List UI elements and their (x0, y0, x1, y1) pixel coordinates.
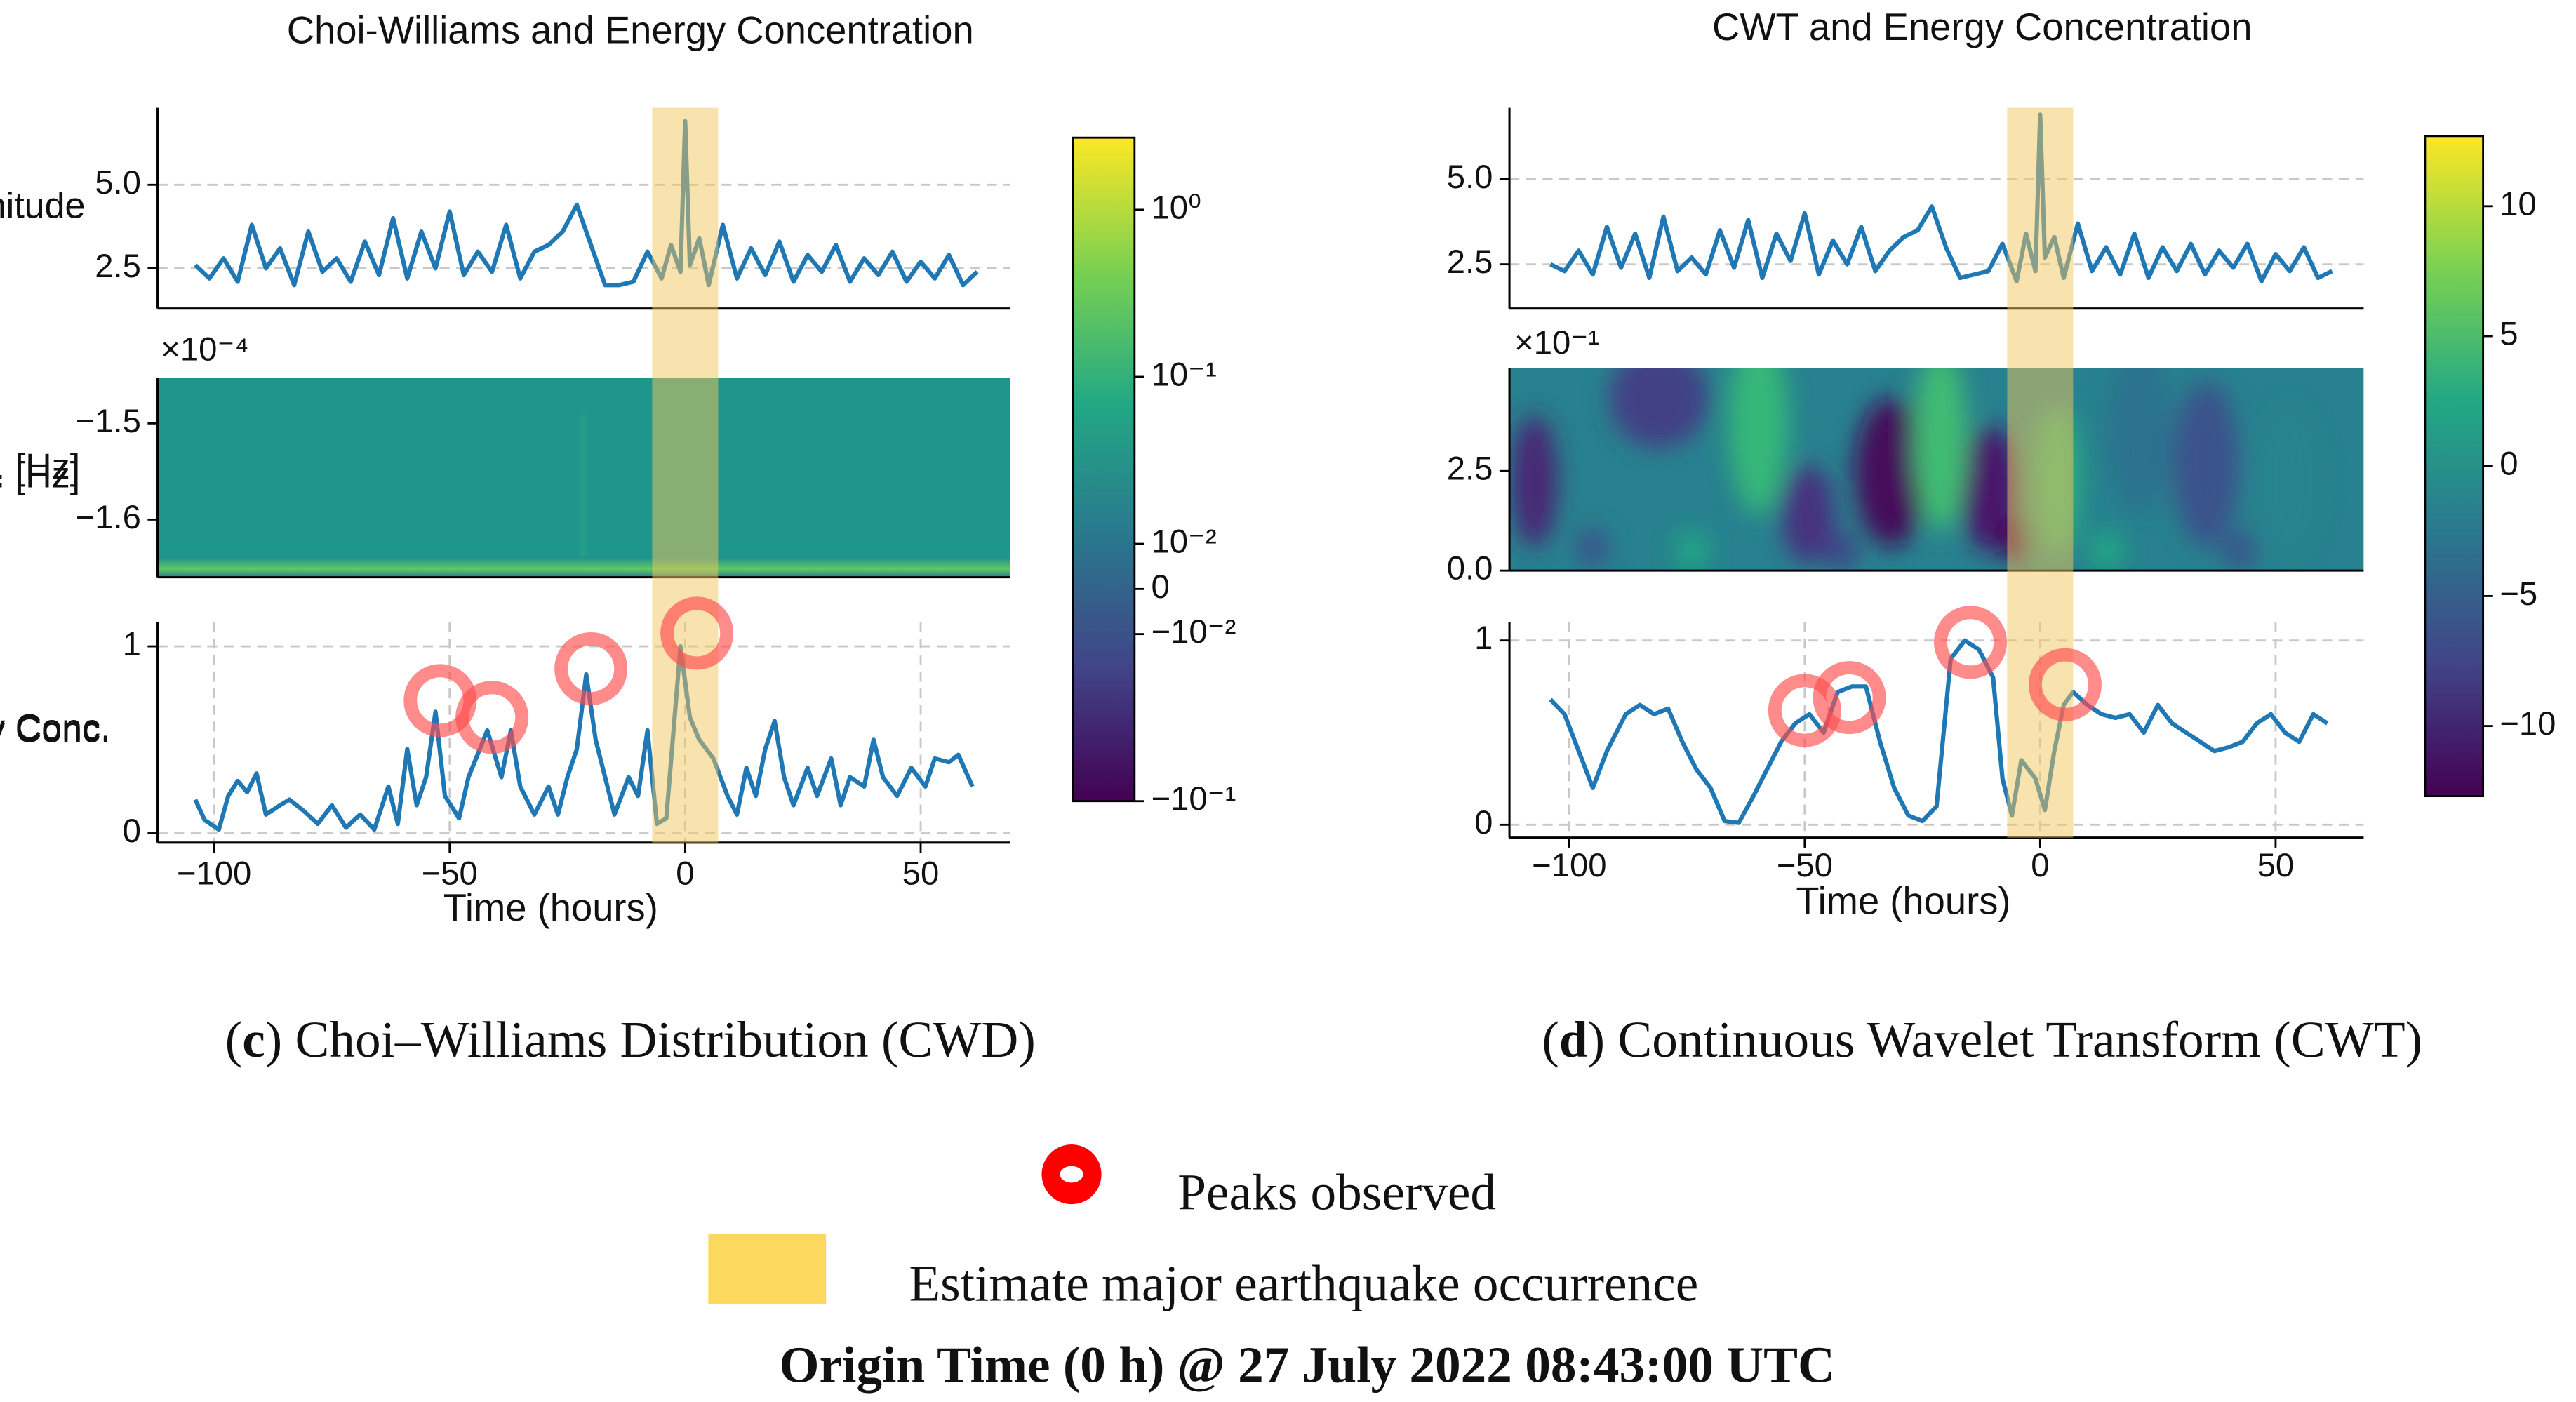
panel-caption: (d) Continuous Wavelet Transform (CWT) (1542, 1011, 2422, 1068)
offset-label: ×10⁻¹ (1514, 324, 1599, 361)
y-tick-label: 5.0 (1447, 159, 1493, 196)
x-axis-label: Time (hours) (1796, 880, 2010, 923)
x-tick-label: −50 (1777, 847, 1833, 884)
caption-part: c (242, 1011, 265, 1068)
event-band (2007, 107, 2074, 838)
footer: Origin Time (0 h) @ 27 July 2022 08:43:0… (780, 1336, 1835, 1393)
y-axis-label: Freq. [Hz] (0, 455, 80, 496)
legend-label: Estimate major earthquake occurrence (909, 1255, 1698, 1311)
event-band (652, 107, 719, 843)
peak-marker (1768, 674, 1841, 747)
y-tick-label: 0 (123, 813, 141, 850)
colorbar-tick-label: −5 (2500, 575, 2537, 613)
colorbar-tick-label: 0 (2500, 446, 2518, 483)
caption-part: ( (225, 1011, 242, 1068)
legend-swatch (708, 1234, 827, 1304)
y-tick-label: −1.6 (76, 499, 141, 536)
colorbar-tick-label: 0 (1151, 568, 1169, 606)
colorbar (1072, 136, 1136, 803)
y-tick-label: 2.5 (1447, 450, 1493, 488)
peak-marker (1934, 606, 2008, 679)
y-axis-label: Freq. [Hz] (0, 447, 80, 488)
legend-label: Peaks observed (1177, 1163, 1496, 1220)
y-axis-label: Energy Conc. (0, 707, 111, 748)
y-axis-label: Energy Conc. (0, 709, 111, 750)
colorbar-tick-label: 10⁰ (1151, 189, 1201, 226)
y-tick-label: 5.0 (95, 164, 141, 201)
colorbar-tick-label: 10⁻¹ (1151, 356, 1216, 393)
y-tick-label: 0 (1474, 804, 1493, 841)
legend-swatch-hole (1060, 1166, 1083, 1183)
line-series (1549, 112, 2333, 283)
colorbar-tick-label: 10⁻² (1151, 523, 1216, 561)
y-tick-label: 2.5 (1447, 243, 1493, 281)
x-tick-label: 50 (2257, 847, 2295, 884)
colorbar-tick-label: −10 (2500, 705, 2556, 742)
caption-part: ( (1542, 1011, 1559, 1068)
y-axis-label: Magnitude (0, 185, 85, 226)
colorbar-tick-label: 5 (2500, 316, 2518, 353)
colorbar-tick-label: 10 (2500, 185, 2537, 222)
caption-part: d (1559, 1011, 1588, 1068)
x-tick-label: 0 (2031, 847, 2049, 884)
x-tick-label: 50 (902, 855, 940, 893)
line-series (193, 643, 975, 832)
x-tick-label: −100 (177, 855, 251, 893)
line-series (1549, 638, 2329, 825)
x-tick-label: −100 (1532, 847, 1606, 884)
cwt-scalogram (1509, 368, 2364, 571)
offset-label: ×10⁻⁴ (161, 331, 248, 368)
y-tick-label: 0.0 (1447, 550, 1493, 587)
peak-marker (660, 596, 734, 670)
colorbar-tick-label: −10⁻¹ (1151, 780, 1236, 817)
panel-title: Choi-Williams and Energy Concentration (287, 9, 974, 52)
y-tick-label: 2.5 (95, 248, 141, 285)
caption-part: ) Choi–Williams Distribution (CWD) (265, 1011, 1036, 1068)
colorbar-tick-label: −10⁻² (1151, 613, 1236, 650)
x-tick-label: 0 (676, 855, 694, 893)
cwd-spectrogram (157, 378, 1010, 578)
y-axis-label: Magnitude (0, 185, 85, 226)
caption-part: ) Continuous Wavelet Transform (CWT) (1588, 1011, 2422, 1068)
peak-marker (455, 681, 529, 754)
line-series (194, 119, 979, 288)
peak-marker (1813, 661, 1886, 735)
panel-title: CWT and Energy Concentration (1712, 6, 2252, 48)
y-tick-label: 1 (1474, 620, 1493, 657)
peak-marker (554, 632, 628, 706)
peak-marker (2028, 648, 2102, 721)
colorbar (2424, 135, 2485, 798)
y-tick-label: 1 (123, 626, 141, 663)
panel-caption: (c) Choi–Williams Distribution (CWD) (225, 1011, 1036, 1068)
x-axis-label: Time (hours) (443, 886, 658, 929)
y-tick-label: −1.5 (76, 403, 141, 440)
x-tick-label: −50 (422, 855, 478, 893)
